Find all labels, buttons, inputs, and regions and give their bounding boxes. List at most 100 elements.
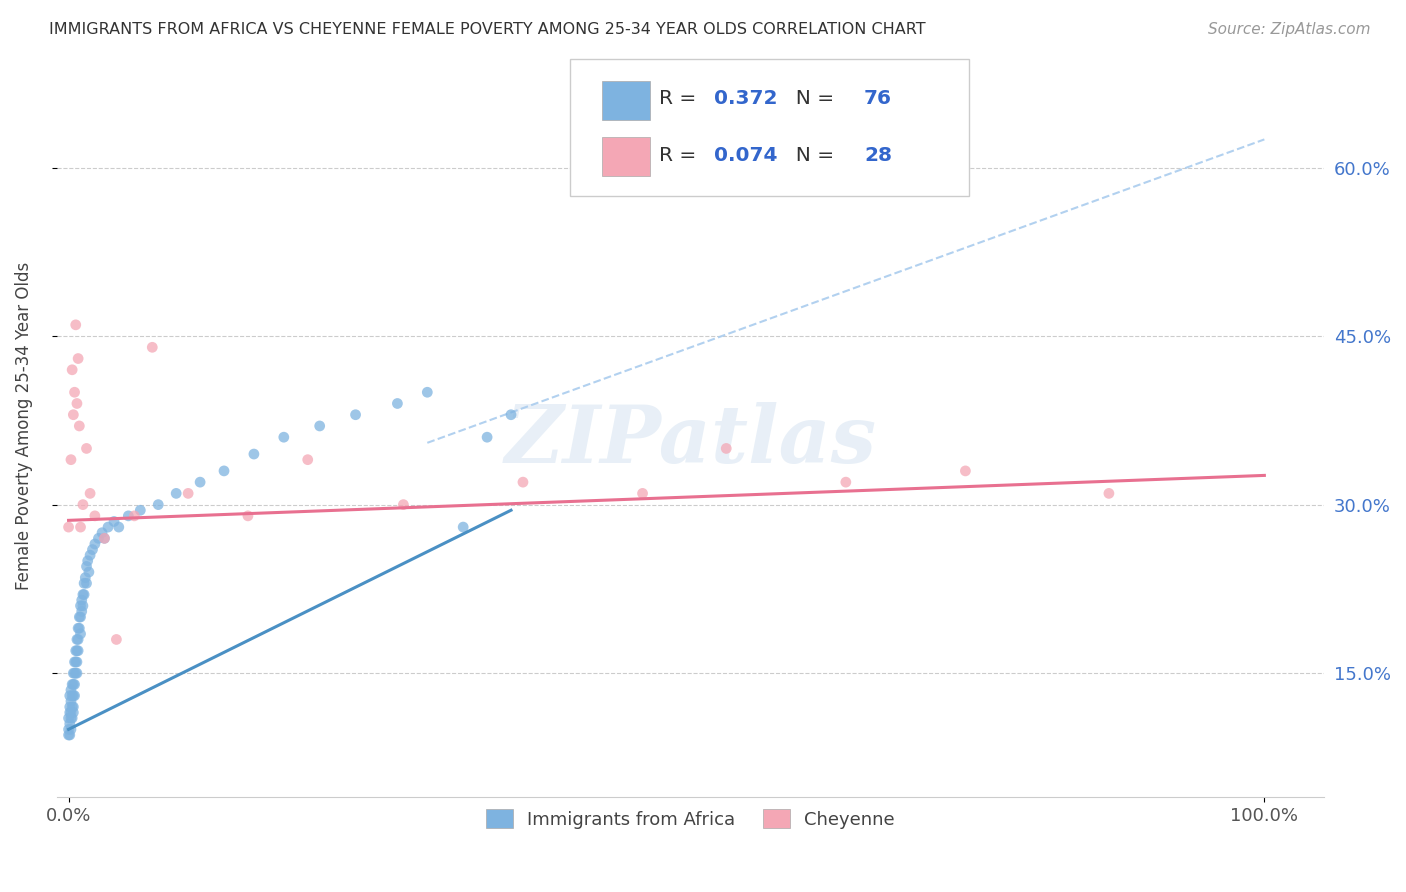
Point <box>65 666 87 681</box>
Point <box>1098 486 1121 500</box>
Point <box>105 632 128 647</box>
Point <box>77 565 100 579</box>
Point <box>63 677 86 691</box>
Point <box>79 486 101 500</box>
Point <box>67 610 90 624</box>
FancyBboxPatch shape <box>602 137 650 176</box>
Point <box>63 689 86 703</box>
Point <box>66 655 89 669</box>
Point <box>63 385 86 400</box>
Point <box>59 723 82 737</box>
Point <box>65 643 87 657</box>
Point <box>308 419 330 434</box>
Point <box>188 475 211 490</box>
Point <box>716 442 738 456</box>
Point <box>59 706 82 720</box>
Point <box>212 464 235 478</box>
Point <box>70 604 93 618</box>
Point <box>59 706 82 720</box>
Text: 0.074: 0.074 <box>714 145 778 165</box>
Point <box>91 525 114 540</box>
Point <box>499 408 522 422</box>
FancyBboxPatch shape <box>602 81 650 120</box>
Point <box>103 515 125 529</box>
Point <box>69 610 91 624</box>
Point <box>65 655 87 669</box>
Point <box>87 532 110 546</box>
Point <box>58 723 80 737</box>
Point <box>79 548 101 562</box>
Point <box>58 520 80 534</box>
Point <box>236 508 259 523</box>
Point <box>177 486 200 500</box>
Point <box>60 699 83 714</box>
Point <box>93 532 115 546</box>
Point <box>62 699 84 714</box>
Point <box>58 711 80 725</box>
Y-axis label: Female Poverty Among 25-34 Year Olds: Female Poverty Among 25-34 Year Olds <box>15 262 32 591</box>
Point <box>59 716 82 731</box>
Point <box>67 643 90 657</box>
Point <box>69 627 91 641</box>
Point <box>73 587 96 601</box>
Point <box>70 593 93 607</box>
Text: 28: 28 <box>865 145 891 165</box>
Point <box>344 408 367 422</box>
Text: R =: R = <box>658 145 703 165</box>
Point <box>416 385 439 400</box>
Point <box>475 430 498 444</box>
Point <box>69 520 91 534</box>
Text: 0.372: 0.372 <box>714 89 778 109</box>
Point <box>512 475 534 490</box>
Point <box>72 498 94 512</box>
Point <box>631 486 654 500</box>
Point <box>83 508 105 523</box>
Point <box>76 576 98 591</box>
Point <box>93 532 115 546</box>
Legend: Immigrants from Africa, Cheyenne: Immigrants from Africa, Cheyenne <box>478 802 903 836</box>
Point <box>82 542 104 557</box>
Point <box>72 599 94 613</box>
Point <box>387 396 409 410</box>
Point <box>60 711 83 725</box>
Point <box>59 694 82 708</box>
Point <box>62 706 84 720</box>
Point <box>117 508 139 523</box>
Point <box>165 486 187 500</box>
Point <box>141 340 163 354</box>
Text: N =: N = <box>783 145 841 165</box>
Point <box>67 351 90 366</box>
Text: ZIPatlas: ZIPatlas <box>505 402 876 480</box>
Point <box>73 576 96 591</box>
Point <box>83 537 105 551</box>
Point <box>69 599 91 613</box>
Point <box>76 559 98 574</box>
Point <box>273 430 295 444</box>
Point <box>835 475 858 490</box>
Point <box>67 632 90 647</box>
Point <box>59 711 82 725</box>
Point <box>58 728 80 742</box>
Point <box>66 666 89 681</box>
FancyBboxPatch shape <box>569 59 969 196</box>
Point <box>243 447 266 461</box>
Point <box>60 689 83 703</box>
Point <box>129 503 152 517</box>
Text: R =: R = <box>658 89 703 109</box>
Point <box>62 408 84 422</box>
Text: N =: N = <box>783 89 841 109</box>
Point <box>67 621 90 635</box>
Point <box>66 396 89 410</box>
Point <box>66 643 89 657</box>
Point <box>59 728 82 742</box>
Point <box>60 363 83 377</box>
Point <box>67 419 90 434</box>
Point <box>62 689 84 703</box>
Point <box>59 683 82 698</box>
Point <box>65 318 87 332</box>
Point <box>451 520 474 534</box>
Point <box>67 621 90 635</box>
Point <box>97 520 120 534</box>
Point <box>148 498 170 512</box>
Point <box>297 452 319 467</box>
